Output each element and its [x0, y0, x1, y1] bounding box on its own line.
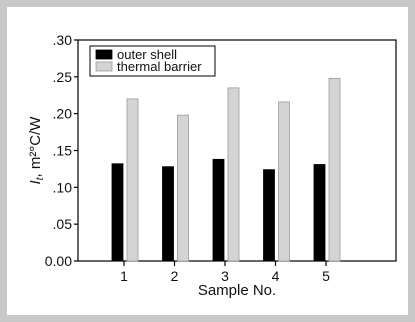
y-tick-label: .30: [53, 32, 73, 48]
y-axis-title: It, m²°C/W: [27, 116, 46, 185]
y-axis-title-main: I: [27, 180, 44, 184]
bar-thermal-barrier: [126, 98, 139, 262]
bar-thermal-barrier: [177, 114, 189, 262]
x-tick-label: 5: [322, 268, 330, 284]
bar-thermal-barrier: [278, 101, 290, 262]
x-axis: 1 2 3 4 5: [120, 261, 330, 284]
legend: outer shell thermal barrier: [89, 45, 216, 77]
bar-outer-shell: [313, 164, 326, 262]
y-tick-label: .20: [53, 106, 73, 122]
legend-label-outer-shell: outer shell: [117, 47, 177, 62]
y-axis: .30 .25 .20 .15 .10 .05 0.00: [45, 32, 78, 269]
legend-swatch-outer-shell: [95, 49, 113, 60]
x-tick-label: 2: [171, 268, 179, 284]
legend-swatch-thermal-barrier: [95, 61, 113, 72]
bar-outer-shell: [111, 163, 124, 262]
bar-outer-shell: [263, 169, 275, 262]
x-tick-label: 4: [272, 268, 280, 284]
bar-outer-shell: [162, 166, 174, 262]
y-tick-label: .25: [53, 69, 73, 85]
bar-thermal-barrier: [328, 77, 341, 262]
x-tick-label: 1: [120, 268, 128, 284]
bars-group: [111, 77, 341, 262]
bar-thermal-barrier: [227, 87, 240, 262]
y-tick-label: .10: [53, 179, 73, 195]
x-tick-label: 3: [221, 268, 229, 284]
y-axis-title-unit: , m²°C/W: [27, 116, 44, 178]
legend-label-thermal-barrier: thermal barrier: [117, 59, 202, 74]
y-tick-label: .15: [53, 143, 73, 159]
y-axis-title-sub: t: [35, 176, 46, 180]
bar-outer-shell: [212, 158, 225, 262]
y-tick-label: 0.00: [45, 253, 72, 269]
x-axis-title: Sample No.: [198, 282, 276, 299]
y-tick-label: .05: [53, 216, 73, 232]
